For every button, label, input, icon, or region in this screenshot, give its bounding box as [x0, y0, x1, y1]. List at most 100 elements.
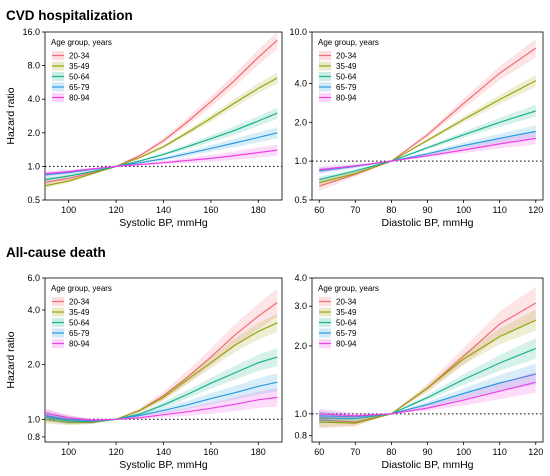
confidence-band	[45, 107, 278, 183]
x-tick-label: 90	[422, 205, 432, 215]
legend-label: 20-34	[336, 52, 357, 61]
x-tick-label: 100	[456, 447, 471, 457]
legend-label: 65-79	[69, 329, 90, 338]
legend-title: Age group, years	[318, 38, 379, 47]
series-line	[44, 149, 278, 175]
x-tick-label: 100	[456, 205, 471, 215]
legend-label: 50-64	[336, 319, 357, 328]
legend-title: Age group, years	[318, 284, 379, 293]
series-line	[319, 137, 536, 171]
x-tick-label: 180	[251, 447, 266, 457]
x-tick-label: 90	[422, 447, 432, 457]
y-tick-label: 16.0	[22, 27, 40, 37]
chart-panel: 0.5 1.0 2.0 4.0 10.0 60 70 80 90 100 110 120 Diastol…	[289, 27, 544, 229]
y-tick-label: 1.0	[294, 156, 307, 166]
chart-panel: 0.8 1.0 2.0 3.0 4.0 60 70 80 90 100 110 120 Diastoli…	[294, 273, 544, 471]
confidence-band	[45, 144, 278, 177]
y-tick-label: 1.0	[294, 409, 307, 419]
x-tick-label: 140	[156, 205, 171, 215]
x-tick-label: 110	[493, 447, 507, 457]
x-tick-label: 110	[493, 205, 507, 215]
legend-label: 65-79	[69, 83, 90, 92]
x-tick-label: 140	[156, 447, 171, 457]
legend-label: 20-34	[336, 298, 357, 307]
series-line	[319, 347, 537, 420]
y-tick-label: 2.0	[27, 360, 40, 370]
x-axis-label: Systolic BP, mmHg	[119, 459, 208, 471]
y-axis-label: Hazard ratio	[5, 87, 17, 144]
x-tick-label: 70	[350, 205, 360, 215]
confidence-band	[319, 309, 536, 428]
legend-label: 50-64	[69, 73, 90, 82]
y-tick-label: 0.8	[27, 432, 40, 442]
legend-label: 80-94	[336, 340, 357, 349]
series-line	[319, 80, 537, 184]
series-line	[44, 77, 278, 187]
legend-label: 50-64	[336, 73, 357, 82]
legend-title: Age group, years	[51, 284, 112, 293]
y-tick-label: 1.0	[27, 414, 40, 424]
legend-label: 65-79	[336, 83, 357, 92]
confidence-band	[319, 132, 536, 173]
x-tick-label: 60	[314, 447, 324, 457]
series-line	[44, 356, 278, 423]
x-tick-label: 80	[386, 447, 396, 457]
series-line	[319, 47, 537, 187]
legend-label: 65-79	[336, 329, 357, 338]
x-tick-label: 60	[314, 205, 324, 215]
x-axis-label: Systolic BP, mmHg	[119, 217, 208, 229]
x-tick-label: 70	[350, 447, 360, 457]
y-tick-label: 4.0	[294, 273, 307, 283]
series-line	[44, 112, 278, 181]
series-line	[44, 39, 278, 183]
legend-label: 35-49	[69, 308, 90, 317]
y-tick-label: 0.5	[294, 195, 307, 205]
x-tick-label: 180	[251, 205, 266, 215]
series-line	[44, 322, 278, 424]
y-tick-label: 4.0	[27, 94, 40, 104]
legend-label: 35-49	[336, 308, 357, 317]
legend-label: 20-34	[69, 52, 90, 61]
confidence-band	[319, 125, 536, 174]
legend-title: Age group, years	[51, 38, 112, 47]
x-tick-label: 120	[109, 205, 124, 215]
y-tick-label: 2.0	[294, 117, 307, 127]
x-tick-label: 100	[61, 205, 76, 215]
y-tick-label: 6.0	[27, 273, 40, 283]
y-tick-label: 2.0	[27, 128, 40, 138]
y-tick-label: 0.5	[27, 195, 40, 205]
y-tick-label: 2.0	[294, 341, 307, 351]
x-axis-label: Diastolic BP, mmHg	[382, 459, 474, 471]
y-tick-label: 1.0	[27, 161, 40, 171]
x-tick-label: 160	[203, 447, 218, 457]
series-line	[44, 132, 278, 176]
legend-label: 80-94	[69, 94, 90, 103]
x-tick-label: 120	[109, 447, 124, 457]
series-line	[319, 110, 536, 181]
legend-label: 35-49	[336, 62, 357, 71]
series-line	[44, 396, 278, 421]
y-tick-label: 4.0	[27, 305, 40, 315]
chart-panel: 0.5 1.0 2.0 4.0 8.0 16.0 100 120 140 160 180 Systol…	[5, 27, 283, 229]
series-line	[44, 381, 278, 422]
legend-label: 80-94	[69, 340, 90, 349]
chart-panel: 0.8 1.0 2.0 4.0 6.0 100 120 140 160 180 Systolic B…	[5, 273, 283, 471]
x-tick-label: 100	[61, 447, 76, 457]
confidence-band	[319, 38, 536, 192]
series-line	[319, 381, 536, 417]
x-tick-label: 160	[203, 205, 218, 215]
legend-label: 50-64	[69, 319, 90, 328]
section-title-cvd: CVD hospitalization	[6, 8, 133, 23]
legend-label: 35-49	[69, 62, 90, 71]
y-tick-label: 10.0	[289, 27, 307, 37]
series-line	[319, 319, 537, 424]
section-title-death: All-cause death	[6, 245, 106, 260]
series-line	[319, 373, 536, 418]
y-tick-label: 0.8	[294, 431, 307, 441]
x-tick-label: 120	[528, 205, 543, 215]
